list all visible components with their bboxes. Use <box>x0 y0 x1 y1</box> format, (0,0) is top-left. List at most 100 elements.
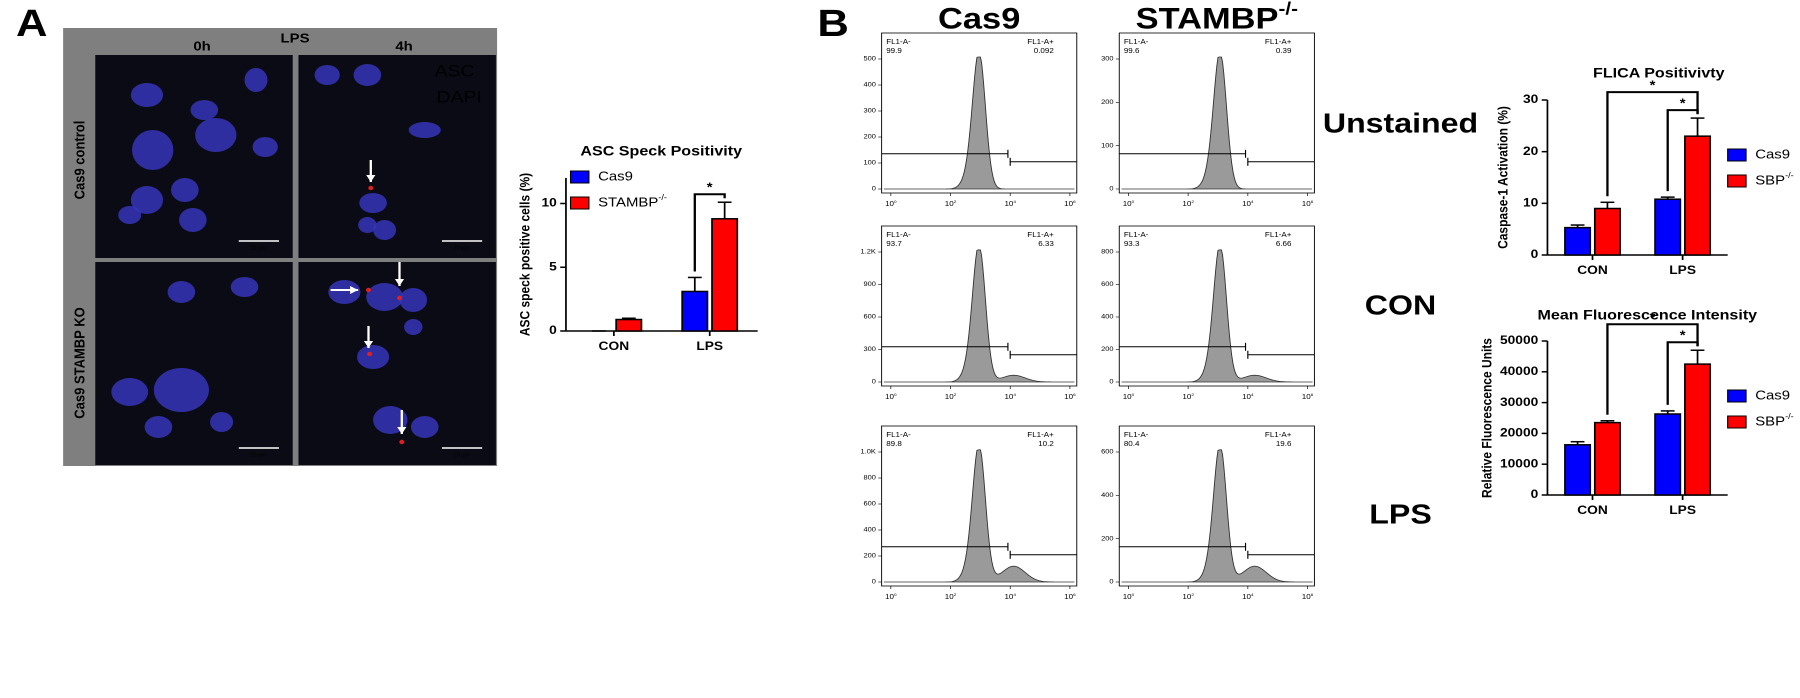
nucleus <box>399 288 428 312</box>
row-header: LPS <box>1369 499 1431 530</box>
bar <box>1654 198 1682 256</box>
y-tick-label: 900 <box>863 282 876 289</box>
x-tick-label: 102 <box>1182 199 1194 208</box>
scale-bar-label: 20 µm <box>250 246 267 252</box>
superscript: 0 <box>1132 199 1135 204</box>
panel-label: B <box>817 2 848 45</box>
nucleus <box>410 416 439 438</box>
nucleus <box>230 277 259 297</box>
x-tick-label: 106 <box>1302 199 1314 208</box>
y-tick-label: 600 <box>1101 282 1114 289</box>
asc-speck <box>367 351 373 357</box>
text-part: 10 <box>945 199 954 207</box>
y-tick-label: 600 <box>863 501 876 508</box>
row-header: CON <box>1365 290 1436 321</box>
text-part: 10 <box>1182 199 1191 207</box>
text-part: 10 <box>1242 592 1251 600</box>
superscript: 0 <box>894 392 897 397</box>
error-bar <box>1660 410 1675 414</box>
significance-bracket <box>1606 323 1699 415</box>
nucleus <box>171 178 199 202</box>
y-tick-label: 20000 <box>1500 425 1538 439</box>
text-part: 10 <box>885 592 894 600</box>
gate-value: 10.2 <box>1038 439 1054 447</box>
superscript: 0 <box>894 592 897 597</box>
y-tick-label: 200 <box>1101 536 1114 543</box>
superscript: 4 <box>1251 592 1254 597</box>
y-tick-label: 600 <box>1101 449 1114 456</box>
panel-label: A <box>16 2 47 45</box>
text-part: 10 <box>945 592 954 600</box>
superscript: 4 <box>1251 199 1254 204</box>
x-tick-label: 102 <box>1182 392 1194 401</box>
y-tick-label: 300 <box>863 347 876 354</box>
chart-title: FLICA Positivivty <box>1593 66 1725 82</box>
gate-label: FL1-A+ <box>1265 37 1292 45</box>
nucleus <box>408 122 441 138</box>
y-tick-label: 0 <box>872 379 876 386</box>
histogram <box>883 56 1075 190</box>
row-header: Unstained <box>1323 108 1478 139</box>
histogram <box>883 249 1075 383</box>
y-tick-label: 30000 <box>1500 395 1538 409</box>
gate-label: FL1-A- <box>886 430 911 438</box>
x-tick-label: 100 <box>885 199 897 208</box>
bar <box>1593 421 1621 496</box>
x-tick-label: 102 <box>945 592 957 601</box>
nucleus <box>132 130 174 170</box>
text-part: 10 <box>1123 199 1132 207</box>
significance-mark: * <box>1650 310 1656 325</box>
y-tick-label: 600 <box>863 314 876 321</box>
superscript: 4 <box>1013 199 1016 204</box>
superscript: 6 <box>1311 392 1314 397</box>
y-tick-label: 200 <box>863 553 876 560</box>
gate-label: FL1-A+ <box>1265 430 1292 438</box>
y-tick-label: 800 <box>1101 249 1114 256</box>
text-part: 10 <box>1182 592 1191 600</box>
x-tick-label: CON <box>1577 503 1608 517</box>
text-part: 10 <box>945 392 954 400</box>
y-tick-label: 300 <box>1101 56 1114 63</box>
nucleus <box>144 416 173 438</box>
x-tick-label: 104 <box>1242 199 1254 208</box>
arrowhead <box>350 286 359 294</box>
y-tick-label: 400 <box>1101 314 1114 321</box>
y-tick-label: 0 <box>1109 186 1113 193</box>
error-bar <box>687 276 702 292</box>
bar <box>1564 226 1592 256</box>
x-tick-label: 100 <box>885 392 897 401</box>
text-part: Cas9 <box>938 1 1020 34</box>
bar <box>1684 363 1712 496</box>
x-tick-label: 100 <box>1123 392 1135 401</box>
text-part: 10 <box>1182 392 1191 400</box>
legend-swatch <box>1727 415 1747 429</box>
nucleus <box>118 206 142 224</box>
superscript: 2 <box>1191 592 1194 597</box>
y-tick-label: 20 <box>1523 144 1538 158</box>
text-part: 10 <box>1123 592 1132 600</box>
gate-value: 0.092 <box>1034 46 1054 54</box>
gate-label: FL1-A- <box>1124 37 1149 45</box>
gate-label: FL1-A+ <box>1027 230 1054 238</box>
histogram <box>883 449 1075 583</box>
nucleus <box>353 64 382 86</box>
text-part: 10 <box>885 392 894 400</box>
x-tick-label: LPS <box>1669 503 1696 517</box>
nucleus <box>358 217 377 233</box>
gate-value: 93.7 <box>886 239 902 247</box>
y-tick-label: 0 <box>1531 247 1539 261</box>
time-header: 0h <box>193 38 210 53</box>
text-part: 10 <box>1242 199 1251 207</box>
x-tick-label: 104 <box>1242 592 1254 601</box>
nucleus <box>130 83 164 107</box>
gate-value: 19.6 <box>1276 439 1292 447</box>
error-bar <box>1660 196 1675 200</box>
x-tick-label: 100 <box>1123 199 1135 208</box>
gate-label: FL1-A+ <box>1027 37 1054 45</box>
y-tick-label: 400 <box>863 527 876 534</box>
asc-speck <box>396 295 403 301</box>
micrograph <box>298 55 496 258</box>
y-tick-label: 100 <box>1101 143 1114 150</box>
significance-mark: * <box>1680 328 1686 343</box>
